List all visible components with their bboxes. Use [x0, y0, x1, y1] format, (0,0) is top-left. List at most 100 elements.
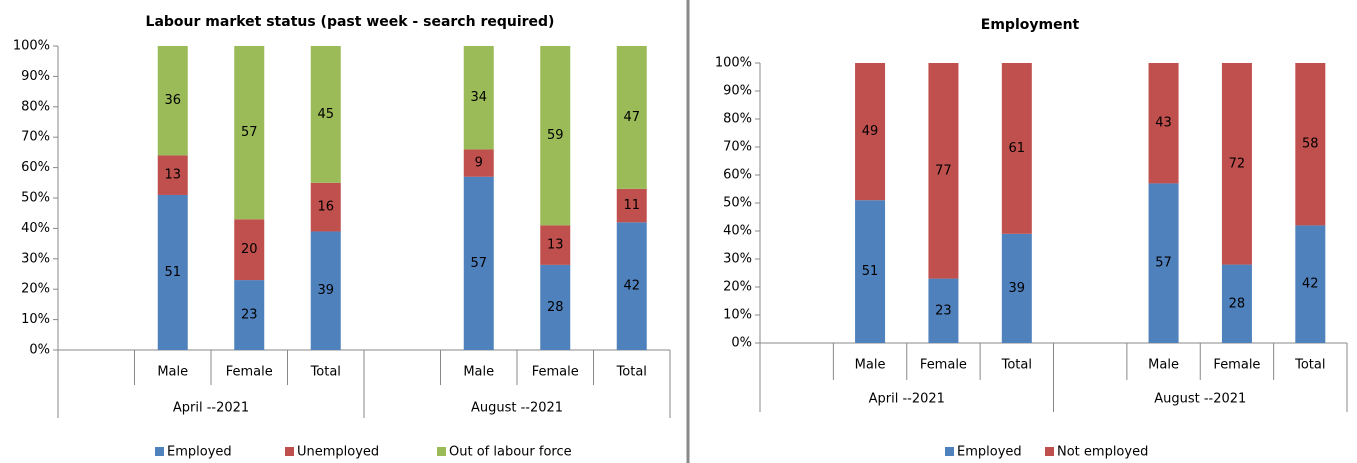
legend-label: Unemployed: [297, 445, 379, 460]
bar-segment: [1148, 63, 1179, 184]
legend-label: Not employed: [1057, 445, 1148, 460]
data-label: 57: [1155, 256, 1172, 271]
bar-segment: [855, 200, 886, 343]
bar-segment: [616, 46, 647, 189]
bar-segment: [1001, 63, 1032, 234]
x-tick-label: Male: [855, 358, 886, 373]
y-tick-label: 20%: [21, 282, 50, 297]
y-tick-label: 80%: [21, 99, 50, 114]
legend-label: Employed: [957, 445, 1022, 460]
data-label: 34: [470, 90, 487, 105]
data-label: 58: [1302, 137, 1319, 152]
group-label: April --2021: [173, 401, 249, 416]
data-label: 45: [317, 107, 334, 122]
y-tick-label: 40%: [21, 221, 50, 236]
y-tick-label: 60%: [21, 160, 50, 175]
bar-segment: [540, 264, 571, 350]
legend-label: Out of labour force: [449, 445, 572, 460]
bar-segment: [1221, 264, 1252, 343]
y-tick-label: 60%: [723, 168, 752, 183]
x-tick-label: Total: [310, 365, 341, 380]
bar-segment: [234, 46, 265, 220]
y-tick-label: 0%: [731, 336, 752, 351]
y-tick-label: 50%: [723, 196, 752, 211]
bar-segment: [157, 155, 188, 195]
bar-segment: [855, 63, 886, 201]
legend-swatch: [437, 447, 446, 456]
y-tick-label: 10%: [723, 308, 752, 323]
bar-segment: [463, 176, 494, 350]
y-tick-label: 70%: [723, 140, 752, 155]
y-tick-label: 40%: [723, 224, 752, 239]
y-tick-label: 100%: [715, 56, 752, 71]
x-tick-label: Female: [920, 358, 967, 373]
data-label: 42: [623, 279, 640, 294]
bar-segment: [1221, 63, 1252, 265]
data-label: 9: [475, 156, 483, 171]
bar-segment: [463, 46, 494, 150]
data-label: 51: [862, 264, 879, 279]
bar-segment: [157, 194, 188, 350]
legend-swatch: [1045, 447, 1054, 456]
data-label: 13: [547, 238, 564, 253]
y-tick-label: 70%: [21, 130, 50, 145]
y-tick-label: 30%: [723, 252, 752, 267]
y-tick-label: 90%: [21, 69, 50, 84]
bar-segment: [157, 46, 188, 156]
data-label: 59: [547, 128, 564, 143]
data-label: 16: [317, 200, 334, 215]
data-label: 11: [623, 198, 640, 213]
bar-segment: [234, 280, 265, 350]
data-label: 72: [1229, 156, 1246, 171]
group-label: August --2021: [1154, 392, 1246, 407]
data-label: 39: [1009, 281, 1026, 296]
bar-segment: [540, 225, 571, 265]
data-label: 77: [935, 163, 952, 178]
y-tick-label: 20%: [723, 280, 752, 295]
data-label: 51: [164, 265, 181, 280]
bar-segment: [310, 231, 341, 350]
y-tick-label: 0%: [29, 343, 50, 358]
y-tick-label: 10%: [21, 312, 50, 327]
chart-title: Labour market status (past week - search…: [146, 14, 555, 30]
data-label: 57: [241, 125, 258, 140]
legend-swatch: [285, 447, 294, 456]
x-tick-label: Male: [463, 365, 494, 380]
data-label: 28: [547, 300, 564, 315]
bar-segment: [1295, 63, 1326, 226]
bar-segment: [1148, 183, 1179, 343]
x-tick-label: Male: [157, 365, 188, 380]
legend-swatch: [945, 447, 954, 456]
bar-segment: [1001, 233, 1032, 343]
bar-segment: [310, 182, 341, 232]
x-tick-label: Female: [1213, 358, 1260, 373]
bar-segment: [310, 46, 341, 183]
y-tick-label: 50%: [21, 191, 50, 206]
bar-segment: [463, 149, 494, 177]
bar-segment: [928, 63, 959, 279]
data-label: 43: [1155, 116, 1172, 131]
data-label: 39: [317, 283, 334, 298]
data-label: 36: [164, 93, 181, 108]
group-label: April --2021: [869, 392, 945, 407]
data-label: 47: [623, 110, 640, 125]
x-tick-label: Female: [226, 365, 273, 380]
x-tick-label: Total: [1001, 358, 1032, 373]
x-tick-label: Total: [616, 365, 647, 380]
y-tick-label: 100%: [13, 39, 50, 54]
data-label: 61: [1009, 141, 1026, 156]
data-label: 49: [862, 124, 879, 139]
data-label: 20: [241, 242, 258, 257]
y-tick-label: 80%: [723, 112, 752, 127]
chart-title: Employment: [981, 17, 1080, 33]
bar-segment: [1295, 225, 1326, 343]
bar-segment: [540, 46, 571, 226]
bar-segment: [928, 278, 959, 343]
data-label: 23: [241, 308, 258, 323]
group-label: August --2021: [471, 401, 563, 416]
data-label: 57: [470, 256, 487, 271]
data-label: 42: [1302, 277, 1319, 292]
y-tick-label: 90%: [723, 84, 752, 99]
